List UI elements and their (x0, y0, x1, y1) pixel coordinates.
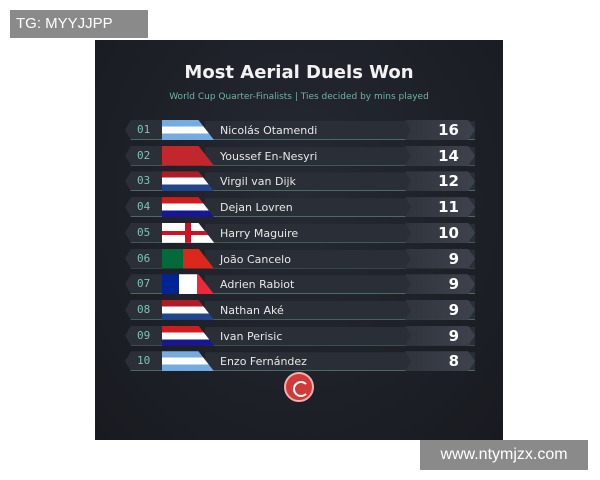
player-name: Nathan Aké (220, 303, 284, 317)
row-bar (205, 300, 475, 320)
table-row: 08 Nathan Aké 9 (125, 299, 475, 320)
table-row: 03 Virgil van Dijk 12 (125, 171, 475, 192)
rank-label: 08 (125, 299, 165, 320)
player-name: Youssef En-Nesyri (220, 149, 318, 163)
row-bar (205, 172, 475, 192)
rank-label: 01 (125, 120, 165, 140)
table-row: 02 Youssef En-Nesyri 14 (125, 145, 475, 166)
player-name: Virgil van Dijk (220, 175, 296, 189)
player-name: João Cancelo (220, 252, 291, 266)
row-bar (205, 121, 475, 140)
table-row: 06 João Cancelo 9 (125, 248, 475, 269)
table-row: 04 Dejan Lovren 11 (125, 197, 475, 218)
brand-logo-icon (284, 372, 314, 402)
table-row: 07 Adrien Rabiot 9 (125, 274, 475, 295)
player-name: Enzo Fernández (220, 355, 307, 369)
row-bar (205, 275, 475, 295)
duels-value: 12 (405, 171, 475, 192)
flag-argentina-icon (162, 351, 214, 372)
chart-subtitle: World Cup Quarter-Finalists | Ties decid… (169, 92, 429, 102)
watermark-top: TG: MYYJJPP (10, 10, 148, 38)
table-row: 05 Harry Maguire 10 (125, 222, 475, 243)
duels-value: 9 (405, 274, 475, 295)
duels-value: 9 (405, 299, 475, 320)
table-row: 01 Nicolás Otamendi 16 (125, 120, 475, 140)
flag-croatia-icon (162, 197, 214, 218)
duels-value: 9 (405, 248, 475, 269)
player-name: Adrien Rabiot (220, 278, 295, 292)
rank-label: 06 (125, 248, 165, 269)
row-bar (205, 198, 475, 218)
duels-value: 9 (405, 325, 475, 346)
rank-label: 02 (125, 145, 165, 166)
watermark-bottom: www.ntymjzx.com (420, 440, 588, 470)
flag-morocco-icon (162, 145, 214, 166)
table-row: 10 Enzo Fernández 8 (125, 351, 475, 372)
infographic-card: Most Aerial Duels Won World Cup Quarter-… (95, 40, 503, 440)
flag-france-icon (162, 274, 214, 295)
duels-value: 14 (405, 145, 475, 166)
player-name: Nicolás Otamendi (220, 124, 318, 137)
duels-value: 16 (405, 120, 475, 140)
flag-netherlands-icon (162, 299, 214, 320)
rank-label: 09 (125, 325, 165, 346)
row-bar (205, 249, 475, 269)
row-bar (205, 326, 475, 346)
flag-croatia-icon (162, 325, 214, 346)
player-name: Dejan Lovren (220, 201, 293, 215)
rank-label: 10 (125, 351, 165, 372)
row-bar (205, 352, 475, 372)
duels-value: 11 (405, 197, 475, 218)
table-row: 09 Ivan Perisic 9 (125, 325, 475, 346)
flag-england-icon (162, 222, 214, 243)
duels-value: 10 (405, 222, 475, 243)
rank-label: 04 (125, 197, 165, 218)
flag-argentina-icon (162, 120, 214, 140)
player-name: Harry Maguire (220, 226, 299, 240)
player-name: Ivan Perisic (220, 329, 283, 343)
flag-netherlands-icon (162, 171, 214, 192)
row-bar (205, 223, 475, 243)
rank-label: 05 (125, 222, 165, 243)
row-bar (205, 146, 475, 166)
rank-label: 03 (125, 171, 165, 192)
chart-title: Most Aerial Duels Won (184, 62, 414, 83)
rank-label: 07 (125, 274, 165, 295)
duels-value: 8 (405, 351, 475, 372)
flag-portugal-icon (162, 248, 214, 269)
